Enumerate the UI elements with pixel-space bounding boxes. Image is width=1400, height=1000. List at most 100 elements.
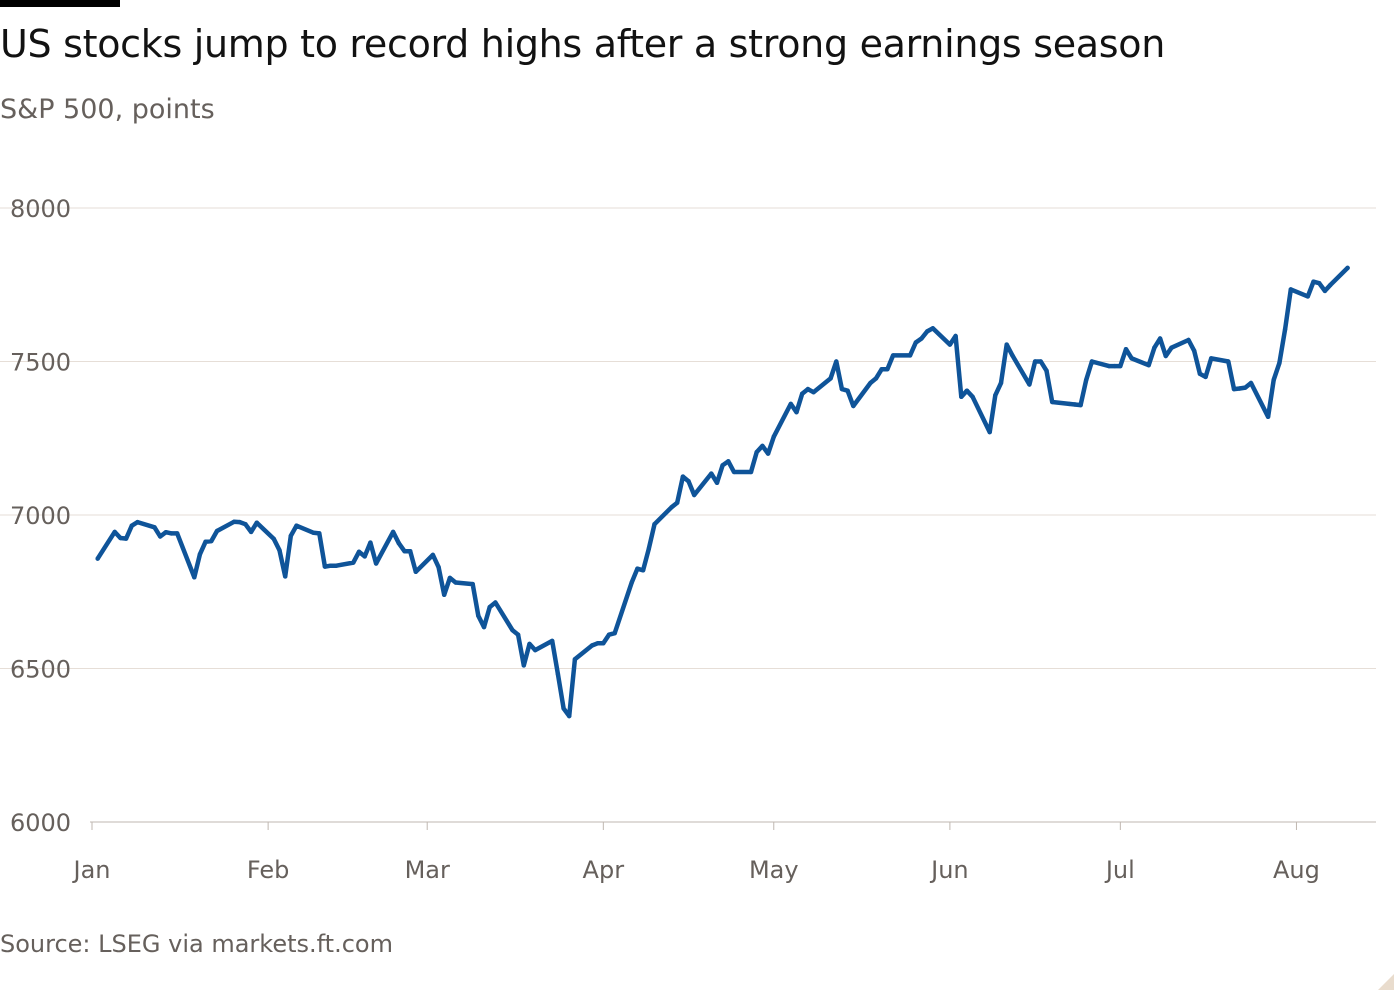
y-tick-label: 7000 bbox=[10, 502, 71, 530]
data-point bbox=[1163, 353, 1169, 359]
data-point bbox=[794, 410, 799, 415]
data-point bbox=[334, 563, 339, 568]
data-point bbox=[288, 533, 293, 539]
data-point bbox=[760, 443, 765, 449]
data-point bbox=[589, 643, 595, 648]
data-point bbox=[930, 326, 935, 331]
data-point bbox=[680, 474, 686, 479]
data-point bbox=[533, 647, 538, 653]
data-point bbox=[209, 538, 214, 544]
data-point bbox=[720, 463, 725, 468]
data-point bbox=[430, 552, 436, 558]
data-point bbox=[311, 530, 316, 535]
data-point bbox=[436, 565, 441, 570]
data-point bbox=[1192, 348, 1197, 353]
series-line bbox=[95, 265, 1350, 719]
data-point bbox=[402, 549, 407, 554]
brand-bar bbox=[0, 0, 120, 7]
data-point bbox=[754, 449, 759, 455]
data-point bbox=[987, 429, 992, 435]
data-point bbox=[595, 641, 600, 646]
data-point bbox=[277, 548, 282, 553]
data-point bbox=[453, 580, 458, 585]
data-point bbox=[1004, 342, 1009, 347]
data-point bbox=[1067, 401, 1072, 407]
data-point bbox=[1243, 385, 1248, 390]
data-point bbox=[317, 531, 322, 536]
data-point bbox=[356, 549, 362, 554]
data-point bbox=[1078, 402, 1083, 408]
data-point bbox=[1186, 337, 1191, 343]
data-point bbox=[1010, 353, 1015, 358]
data-point bbox=[771, 434, 776, 439]
data-point bbox=[572, 657, 578, 662]
data-point bbox=[834, 359, 839, 364]
data-point bbox=[1231, 386, 1237, 392]
chart-title: US stocks jump to record highs after a s… bbox=[0, 22, 1166, 66]
y-tick-label: 6000 bbox=[10, 809, 71, 837]
data-point bbox=[606, 632, 612, 637]
data-point bbox=[788, 401, 793, 407]
data-point bbox=[800, 391, 805, 396]
data-point bbox=[95, 556, 100, 561]
data-point bbox=[692, 492, 697, 498]
data-point bbox=[481, 624, 487, 630]
data-point bbox=[879, 367, 884, 372]
data-point bbox=[873, 376, 879, 381]
data-point bbox=[851, 403, 856, 409]
data-point bbox=[1129, 356, 1134, 361]
data-point bbox=[675, 500, 680, 505]
data-point bbox=[686, 479, 691, 484]
data-point bbox=[601, 641, 606, 646]
data-point bbox=[567, 713, 572, 719]
data-point bbox=[885, 367, 890, 372]
data-point bbox=[652, 522, 657, 527]
data-point bbox=[1123, 347, 1129, 352]
data-point bbox=[1072, 402, 1078, 407]
data-point bbox=[839, 386, 845, 392]
data-point bbox=[555, 671, 561, 677]
data-point bbox=[1317, 281, 1322, 286]
data-point bbox=[527, 641, 532, 647]
y-tick-label: 8000 bbox=[10, 195, 71, 223]
data-point bbox=[1118, 363, 1123, 369]
data-point bbox=[197, 552, 203, 557]
x-tick-label: Mar bbox=[405, 856, 450, 884]
data-point bbox=[169, 531, 174, 536]
data-point bbox=[845, 388, 850, 393]
data-point bbox=[970, 394, 975, 399]
data-point bbox=[1345, 265, 1350, 271]
data-point bbox=[959, 394, 964, 399]
data-point bbox=[1282, 327, 1288, 332]
data-point bbox=[163, 530, 169, 535]
data-point bbox=[1322, 288, 1328, 294]
data-point bbox=[390, 529, 396, 535]
data-point bbox=[373, 561, 379, 566]
data-point bbox=[254, 520, 259, 525]
data-point bbox=[550, 638, 555, 644]
data-point bbox=[811, 390, 816, 395]
source-note: Source: LSEG via markets.ft.com bbox=[0, 930, 393, 958]
data-point bbox=[1157, 336, 1163, 341]
data-point bbox=[118, 535, 123, 541]
data-point bbox=[669, 505, 674, 510]
data-point bbox=[907, 353, 913, 358]
data-point bbox=[635, 566, 640, 571]
data-point bbox=[1089, 359, 1095, 364]
data-point bbox=[913, 340, 918, 345]
gridlines bbox=[0, 207, 1376, 669]
data-point bbox=[123, 536, 129, 541]
corner-mark bbox=[1378, 974, 1394, 990]
data-point bbox=[158, 534, 163, 539]
data-point bbox=[1226, 359, 1231, 364]
data-point bbox=[408, 549, 413, 554]
data-point bbox=[1169, 345, 1174, 350]
data-point bbox=[828, 376, 833, 381]
data-point bbox=[561, 706, 566, 711]
data-point bbox=[964, 388, 970, 393]
data-point bbox=[748, 469, 754, 475]
data-point bbox=[237, 519, 242, 525]
data-point bbox=[283, 574, 288, 579]
data-point bbox=[953, 333, 958, 339]
